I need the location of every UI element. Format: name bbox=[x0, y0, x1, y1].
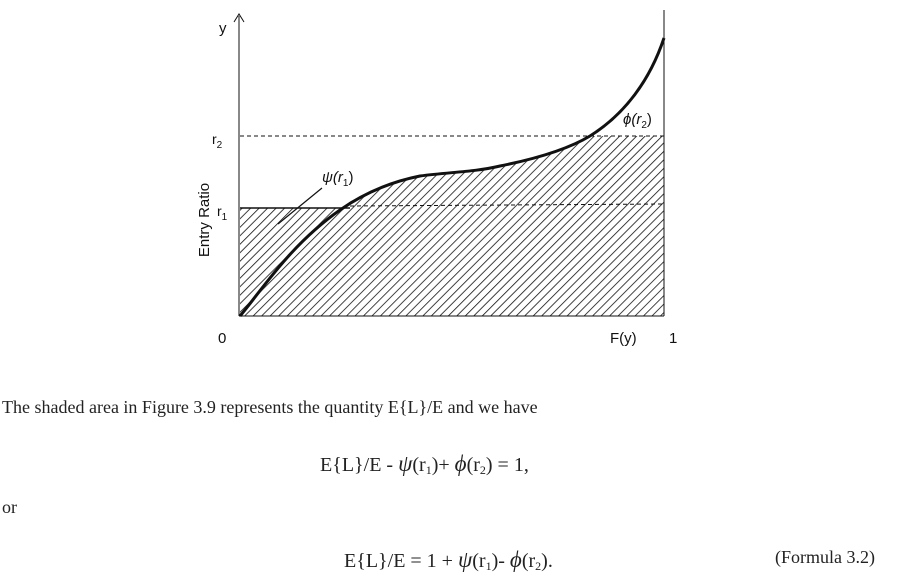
equation-2: E{L}/E = 1 + ψ(r1)- ϕ(r2). bbox=[344, 547, 553, 573]
equation-1: E{L}/E - ψ(r1)+ ϕ(r2) = 1, bbox=[320, 451, 529, 477]
r2-label: r2 bbox=[212, 131, 223, 151]
paragraph-text: The shaded area in Figure 3.9 represents… bbox=[2, 397, 538, 417]
r1-label: r1 bbox=[217, 203, 228, 223]
x-axis-end-label: 1 bbox=[669, 330, 677, 347]
y-axis-arrow-label: y bbox=[219, 20, 227, 37]
y-axis-title: Entry Ratio bbox=[196, 183, 213, 257]
psi-leader-line bbox=[277, 187, 323, 225]
x-axis-label: F(y) bbox=[610, 330, 637, 347]
formula-label: (Formula 3.2) bbox=[775, 547, 875, 567]
phi-r2-label: ϕ(r2) bbox=[623, 111, 652, 131]
entry-ratio-figure: y Entry Ratio r2 r1 0 F(y) 1 ψ(r1) ϕ(r2) bbox=[196, 10, 677, 347]
psi-r1-label: ψ(r1) bbox=[322, 169, 353, 189]
origin-label: 0 bbox=[218, 330, 226, 347]
r1-dashed-line bbox=[349, 203, 665, 207]
cdf-curve bbox=[238, 37, 666, 317]
or-text: or bbox=[2, 497, 17, 517]
y-axis-arrow bbox=[233, 13, 245, 23]
hatched-region bbox=[240, 136, 664, 316]
